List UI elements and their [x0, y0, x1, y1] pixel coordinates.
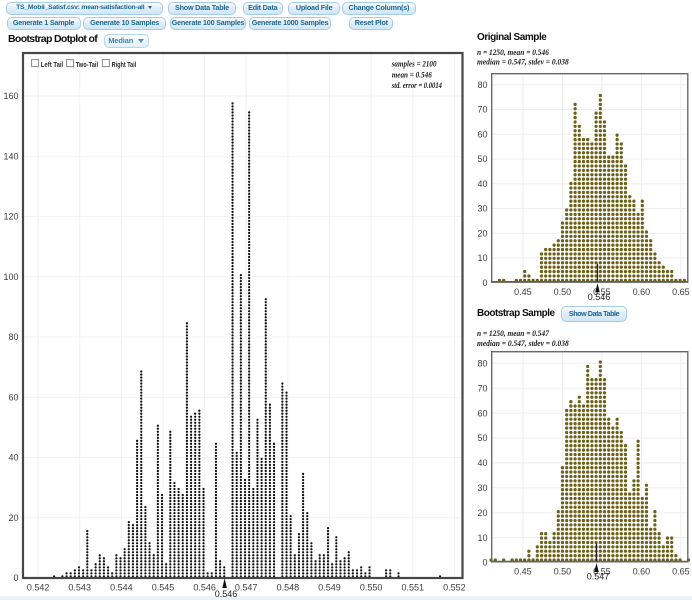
svg-text:0.545: 0.545 — [152, 582, 175, 592]
svg-text:0.65: 0.65 — [672, 287, 690, 297]
svg-text:Two-Tail: Two-Tail — [76, 60, 98, 69]
svg-text:20: 20 — [477, 508, 487, 518]
svg-text:0.55: 0.55 — [593, 567, 611, 577]
svg-text:30: 30 — [477, 204, 487, 214]
svg-text:0.550: 0.550 — [360, 582, 383, 592]
svg-text:0.546: 0.546 — [215, 589, 238, 599]
svg-text:0.50: 0.50 — [554, 567, 572, 577]
svg-text:50: 50 — [477, 154, 487, 164]
svg-text:80: 80 — [8, 332, 18, 342]
svg-text:80: 80 — [477, 359, 487, 369]
svg-text:0.60: 0.60 — [633, 567, 651, 577]
svg-text:median = 0.547, stdev = 0.038: median = 0.547, stdev = 0.038 — [477, 58, 570, 67]
svg-text:20: 20 — [8, 513, 18, 523]
svg-text:0.50: 0.50 — [554, 287, 572, 297]
svg-text:samples = 2100: samples = 2100 — [391, 60, 437, 69]
svg-text:20: 20 — [477, 229, 487, 239]
svg-text:mean = 0.546: mean = 0.546 — [392, 71, 433, 80]
svg-text:0.543: 0.543 — [68, 582, 91, 592]
svg-text:std. error = 0.0014: std. error = 0.0014 — [391, 81, 442, 90]
svg-text:70: 70 — [477, 105, 487, 115]
svg-text:80: 80 — [477, 80, 487, 90]
svg-text:0.65: 0.65 — [672, 567, 690, 577]
svg-text:50: 50 — [477, 433, 487, 443]
svg-text:60: 60 — [477, 129, 487, 139]
svg-text:0.542: 0.542 — [27, 582, 50, 592]
svg-text:0.547: 0.547 — [587, 572, 610, 582]
svg-text:0.45: 0.45 — [514, 567, 532, 577]
svg-text:40: 40 — [477, 179, 487, 189]
svg-text:40: 40 — [477, 458, 487, 468]
svg-text:100: 100 — [3, 272, 18, 282]
svg-text:0.546: 0.546 — [588, 292, 611, 302]
svg-text:0.547: 0.547 — [235, 582, 258, 592]
svg-text:0.544: 0.544 — [110, 582, 133, 592]
svg-text:Right Tail: Right Tail — [112, 60, 137, 69]
svg-text:60: 60 — [477, 408, 487, 418]
svg-text:0.45: 0.45 — [514, 287, 532, 297]
svg-text:0.546: 0.546 — [193, 582, 216, 592]
svg-text:n = 1250, mean = 0.547: n = 1250, mean = 0.547 — [477, 329, 550, 338]
svg-text:0.548: 0.548 — [277, 582, 300, 592]
svg-text:median = 0.547, stdev = 0.038: median = 0.547, stdev = 0.038 — [477, 339, 570, 348]
svg-text:0.549: 0.549 — [318, 582, 341, 592]
svg-text:0: 0 — [13, 573, 18, 583]
svg-text:30: 30 — [477, 483, 487, 493]
svg-text:10: 10 — [477, 253, 487, 263]
svg-text:0: 0 — [482, 558, 487, 568]
svg-text:0.60: 0.60 — [633, 287, 651, 297]
svg-text:40: 40 — [8, 453, 18, 463]
svg-text:0.55: 0.55 — [593, 287, 611, 297]
svg-text:10: 10 — [477, 533, 487, 543]
svg-text:n = 1250, mean = 0.546: n = 1250, mean = 0.546 — [477, 48, 550, 57]
svg-text:160: 160 — [3, 91, 18, 101]
svg-text:70: 70 — [477, 383, 487, 393]
svg-text:0: 0 — [482, 278, 487, 288]
svg-text:0.551: 0.551 — [402, 582, 425, 592]
svg-text:60: 60 — [8, 392, 18, 402]
svg-text:140: 140 — [3, 151, 18, 161]
svg-text:0.552: 0.552 — [443, 582, 466, 592]
svg-text:120: 120 — [3, 212, 18, 222]
svg-text:Left Tail: Left Tail — [41, 60, 63, 69]
